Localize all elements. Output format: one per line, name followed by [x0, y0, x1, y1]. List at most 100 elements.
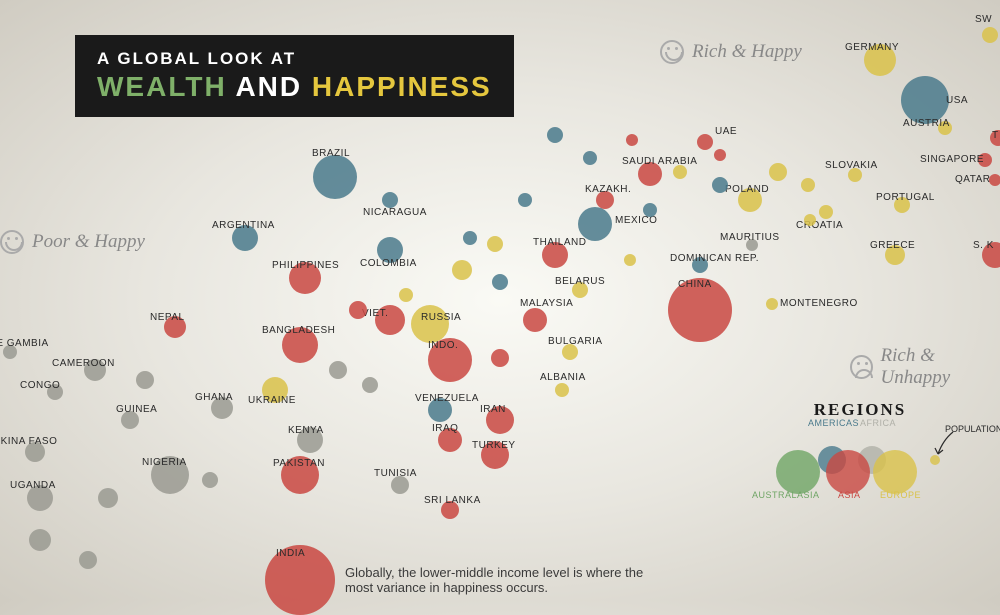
quadrant-label: Rich & Unhappy	[850, 345, 1000, 389]
country-bubble	[523, 308, 547, 332]
quadrant-label: Rich & Happy	[660, 40, 802, 64]
title-wealth: WEALTH	[97, 71, 227, 102]
country-label: S. K	[973, 240, 994, 251]
legend-population-label: POPULATION	[945, 424, 1000, 434]
country-label: UGANDA	[10, 480, 56, 491]
country-label: ALBANIA	[540, 372, 586, 383]
country-label: KENYA	[288, 425, 324, 436]
face-happy-icon	[0, 230, 24, 254]
country-bubble	[801, 178, 815, 192]
country-bubble	[673, 165, 687, 179]
country-bubble	[547, 127, 563, 143]
country-bubble	[313, 155, 357, 199]
legend-region-label: EUROPE	[880, 490, 921, 500]
country-label: CONGO	[20, 380, 60, 391]
country-label: COLOMBIA	[360, 258, 417, 269]
country-bubble	[804, 214, 816, 226]
country-label: DOMINICAN REP.	[670, 253, 759, 264]
country-label: UKRAINE	[248, 395, 296, 406]
country-label: CAMEROON	[52, 358, 115, 369]
title-line1: A GLOBAL LOOK AT	[97, 49, 492, 69]
country-label: NIGERIA	[142, 457, 187, 468]
legend-region-label: AUSTRALASIA	[752, 490, 820, 500]
country-bubble	[643, 203, 657, 217]
country-label: KAZAKH.	[585, 184, 631, 195]
country-label: TUNISIA	[374, 468, 417, 479]
country-bubble	[329, 361, 347, 379]
country-label: NEPAL	[150, 312, 185, 323]
legend-title: REGIONS	[780, 400, 940, 420]
country-label: TURKEY	[472, 440, 516, 451]
country-label: BULGARIA	[548, 336, 603, 347]
country-bubble	[98, 488, 118, 508]
country-label: NICARAGUA	[363, 207, 427, 218]
country-bubble	[452, 260, 472, 280]
country-bubble	[399, 288, 413, 302]
country-bubble	[624, 254, 636, 266]
country-bubble	[901, 76, 949, 124]
country-bubble	[136, 371, 154, 389]
country-bubble	[982, 27, 998, 43]
country-label: BURKINA FASO	[0, 436, 57, 447]
country-bubble	[487, 236, 503, 252]
legend-circle	[776, 450, 820, 494]
country-label: THAILAND	[533, 237, 586, 248]
country-label: GREECE	[870, 240, 915, 251]
country-bubble	[29, 529, 51, 551]
country-label: MALAYSIA	[520, 298, 573, 309]
country-label: BANGLADESH	[262, 325, 335, 336]
country-label: SRI LANKA	[424, 495, 481, 506]
country-bubble	[491, 349, 509, 367]
legend-region-label: AFRICA	[860, 418, 896, 428]
country-bubble	[819, 205, 833, 219]
country-label: AUSTRIA	[903, 118, 950, 129]
country-label: PHILIPPINES	[272, 260, 339, 271]
country-label: VENEZUELA	[415, 393, 479, 404]
country-bubble	[362, 377, 378, 393]
country-bubble	[79, 551, 97, 569]
quadrant-text: Rich & Happy	[692, 41, 802, 63]
legend: REGIONS AMERICASAFRICAAUSTRALASIAASIAEURO…	[780, 400, 940, 490]
population-arrow-icon	[928, 430, 958, 458]
country-label: MAURITIUS	[720, 232, 780, 243]
country-label: THE GAMBIA	[0, 338, 49, 349]
country-label: GUINEA	[116, 404, 157, 415]
legend-region-label: ASIA	[838, 490, 861, 500]
country-bubble	[382, 192, 398, 208]
country-bubble	[583, 151, 597, 165]
legend-circles: AMERICASAFRICAAUSTRALASIAASIAEUROPEPOPUL…	[780, 430, 940, 490]
legend-circle	[873, 450, 917, 494]
country-label: GHANA	[195, 392, 233, 403]
country-bubble	[555, 383, 569, 397]
country-label: MONTENEGRO	[780, 298, 858, 309]
country-label: POLAND	[725, 184, 769, 195]
country-label: INDO.	[428, 340, 458, 351]
title-line2: WEALTH AND HAPPINESS	[97, 71, 492, 103]
footnote: Globally, the lower-middle income level …	[345, 565, 645, 595]
country-label: SINGAPORE	[920, 154, 984, 165]
title-and: AND	[235, 71, 302, 102]
legend-circle	[826, 450, 870, 494]
country-bubble	[349, 301, 367, 319]
country-label: BRAZIL	[312, 148, 350, 159]
legend-region-label: AMERICAS	[808, 418, 859, 428]
country-label: SW	[975, 14, 992, 25]
country-bubble	[769, 163, 787, 181]
face-unhappy-icon	[850, 355, 873, 379]
quadrant-label: Poor & Happy	[0, 230, 145, 254]
country-label: SLOVAKIA	[825, 160, 878, 171]
country-label: IRAN	[480, 404, 506, 415]
country-label: SAUDI ARABIA	[622, 156, 697, 167]
face-happy-icon	[660, 40, 684, 64]
country-label: CHINA	[678, 279, 712, 290]
country-bubble	[202, 472, 218, 488]
country-bubble	[712, 177, 728, 193]
country-label: CROATIA	[796, 220, 843, 231]
country-label: ARGENTINA	[212, 220, 275, 231]
quadrant-text: Poor & Happy	[32, 231, 145, 253]
country-bubble	[518, 193, 532, 207]
country-label: USA	[946, 95, 968, 106]
country-bubble	[463, 231, 477, 245]
country-bubble	[989, 174, 1000, 186]
country-label: QATAR	[955, 174, 990, 185]
